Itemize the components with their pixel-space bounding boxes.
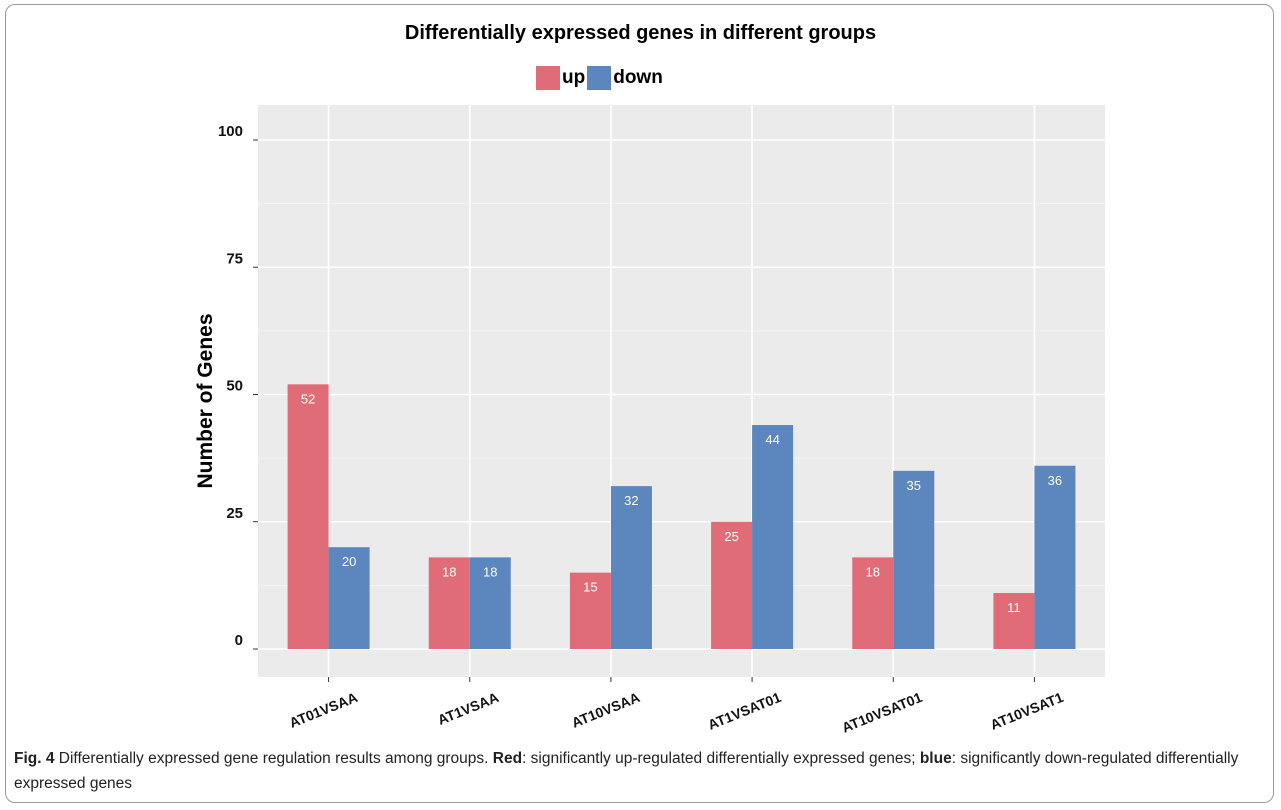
x-tick-label: AT1VSAA: [435, 689, 501, 728]
x-tick-label: AT10VSAT1: [988, 689, 1066, 733]
legend-item-up: up: [536, 66, 585, 90]
caption-text-2: : significantly up-regulated differentia…: [522, 750, 920, 767]
y-tick-label: 0: [235, 632, 243, 649]
bar-up: [287, 384, 329, 649]
bar-up: [993, 593, 1035, 649]
chart-legend: up down: [536, 65, 665, 91]
caption-red-word: Red: [492, 750, 523, 767]
data-label-down: 20: [342, 554, 356, 569]
legend-label-up: up: [562, 67, 586, 88]
y-tick-label: 75: [226, 250, 243, 267]
bar-up: [428, 557, 470, 649]
data-label-down: 44: [765, 432, 779, 447]
legend-item-down: down: [587, 66, 663, 90]
data-label-up: 18: [442, 564, 456, 579]
figure-frame: [5, 4, 1274, 803]
x-tick-label: AT10VSAA: [569, 689, 642, 731]
bar-up: [852, 557, 894, 649]
y-tick-label: 25: [226, 505, 243, 522]
bar-down: [469, 557, 511, 649]
data-label-down: 18: [483, 564, 497, 579]
y-tick-label: 100: [218, 123, 243, 140]
data-label-down: 36: [1048, 473, 1062, 488]
legend-swatch-up: [536, 66, 560, 90]
y-axis-title: Number of Genes: [194, 313, 217, 488]
bar-down: [328, 547, 370, 649]
data-label-down: 32: [624, 493, 638, 508]
x-tick-label: AT10VSAT01: [839, 689, 924, 736]
x-tick-label: AT01VSAA: [287, 689, 360, 731]
legend-label-down: down: [613, 67, 663, 88]
bar-chart: 0 25 50 75 100 52 20 AT01VSAA 18 18 AT1VSAA 15 32 AT1…: [194, 105, 1105, 736]
bar-down: [893, 470, 935, 649]
figure-caption: Fig. 4 Differentially expressed gene reg…: [14, 746, 1259, 796]
data-label-up: 15: [583, 580, 597, 595]
data-label-down: 35: [907, 478, 921, 493]
data-label-up: 25: [724, 529, 738, 544]
x-tick-label: AT1VSAT01: [706, 689, 784, 733]
caption-text-1: Differentially expressed gene regulation…: [54, 750, 493, 767]
caption-text-3: : significantly down-regulated different…: [14, 750, 1239, 792]
data-label-up: 18: [866, 564, 880, 579]
y-tick-label: 50: [226, 378, 243, 395]
bar-up: [569, 572, 611, 649]
data-label-up: 52: [301, 391, 315, 406]
caption-blue-word: blue: [919, 750, 952, 767]
bar-down: [752, 425, 794, 649]
bar-down: [1034, 465, 1076, 649]
legend-swatch-down: [587, 66, 612, 90]
bar-down: [610, 486, 652, 649]
data-label-up: 11: [1007, 600, 1021, 615]
plot-panel: [258, 105, 1105, 677]
chart-title: Differentially expressed genes in differ…: [404, 22, 877, 44]
caption-fig-label: Fig. 4: [14, 750, 55, 767]
bar-up: [711, 521, 753, 649]
